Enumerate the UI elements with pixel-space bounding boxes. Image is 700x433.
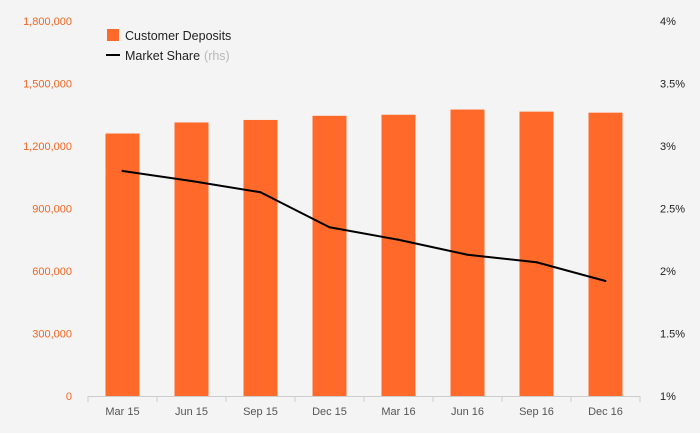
right-tick-label: 3.5%	[660, 79, 685, 91]
x-tick-label: Mar 16	[381, 406, 415, 418]
line-series	[121, 170, 607, 282]
left-tick-label: 1,500,000	[23, 79, 72, 91]
bar	[105, 133, 140, 396]
bar-series	[105, 109, 623, 397]
right-tick-label: 1%	[660, 391, 676, 403]
line-point	[397, 238, 400, 241]
x-tick-label: Jun 15	[175, 406, 208, 418]
left-tick-label: 600,000	[32, 266, 72, 278]
right-tick-label: 2%	[660, 266, 676, 278]
line-point	[604, 280, 607, 282]
x-tick-label: Sep 15	[243, 406, 278, 418]
x-tick-label: Dec 15	[312, 406, 347, 418]
bar	[243, 119, 278, 396]
line-point	[328, 226, 331, 229]
x-tick-label: Dec 16	[588, 406, 623, 418]
bar	[588, 112, 623, 397]
line-point	[466, 253, 469, 256]
left-axis-ticks: 0 300,000 600,000 900,000 1,200,000 1,500,000…	[23, 16, 72, 403]
legend: Customer Deposits Market Share (rhs)	[106, 29, 231, 63]
line-point	[259, 191, 262, 194]
left-tick-label: 300,000	[32, 329, 72, 341]
right-tick-label: 1.5%	[660, 329, 685, 341]
bar	[312, 115, 347, 397]
right-tick-label: 4%	[660, 16, 676, 28]
legend-label-market-share: Market Share	[125, 49, 200, 63]
x-tick-label: Jun 16	[451, 406, 484, 418]
right-tick-label: 3%	[660, 141, 676, 153]
bar	[174, 122, 209, 396]
left-tick-label: 1,200,000	[23, 141, 72, 153]
legend-swatch-deposits	[107, 29, 119, 41]
right-axis-ticks: 1% 1.5% 2% 2.5% 3% 3.5% 4%	[660, 16, 685, 403]
line-point	[190, 180, 193, 182]
left-tick-label: 0	[66, 391, 72, 403]
line-market-share	[122, 170, 606, 282]
x-axis: Mar 15 Jun 15 Sep 15 Dec 15 Mar 16 Jun 16 Sep …	[87, 396, 641, 418]
bar	[381, 114, 416, 396]
legend-label-deposits: Customer Deposits	[125, 29, 231, 43]
x-tick-label: Sep 16	[519, 406, 554, 418]
x-tick-label: Mar 15	[105, 406, 139, 418]
left-tick-label: 900,000	[32, 204, 72, 216]
legend-label-rhs: (rhs)	[204, 49, 230, 63]
left-tick-label: 1,800,000	[23, 16, 72, 28]
right-tick-label: 2.5%	[660, 204, 685, 216]
line-point	[535, 261, 538, 264]
line-point	[121, 170, 124, 172]
bar	[519, 111, 554, 396]
